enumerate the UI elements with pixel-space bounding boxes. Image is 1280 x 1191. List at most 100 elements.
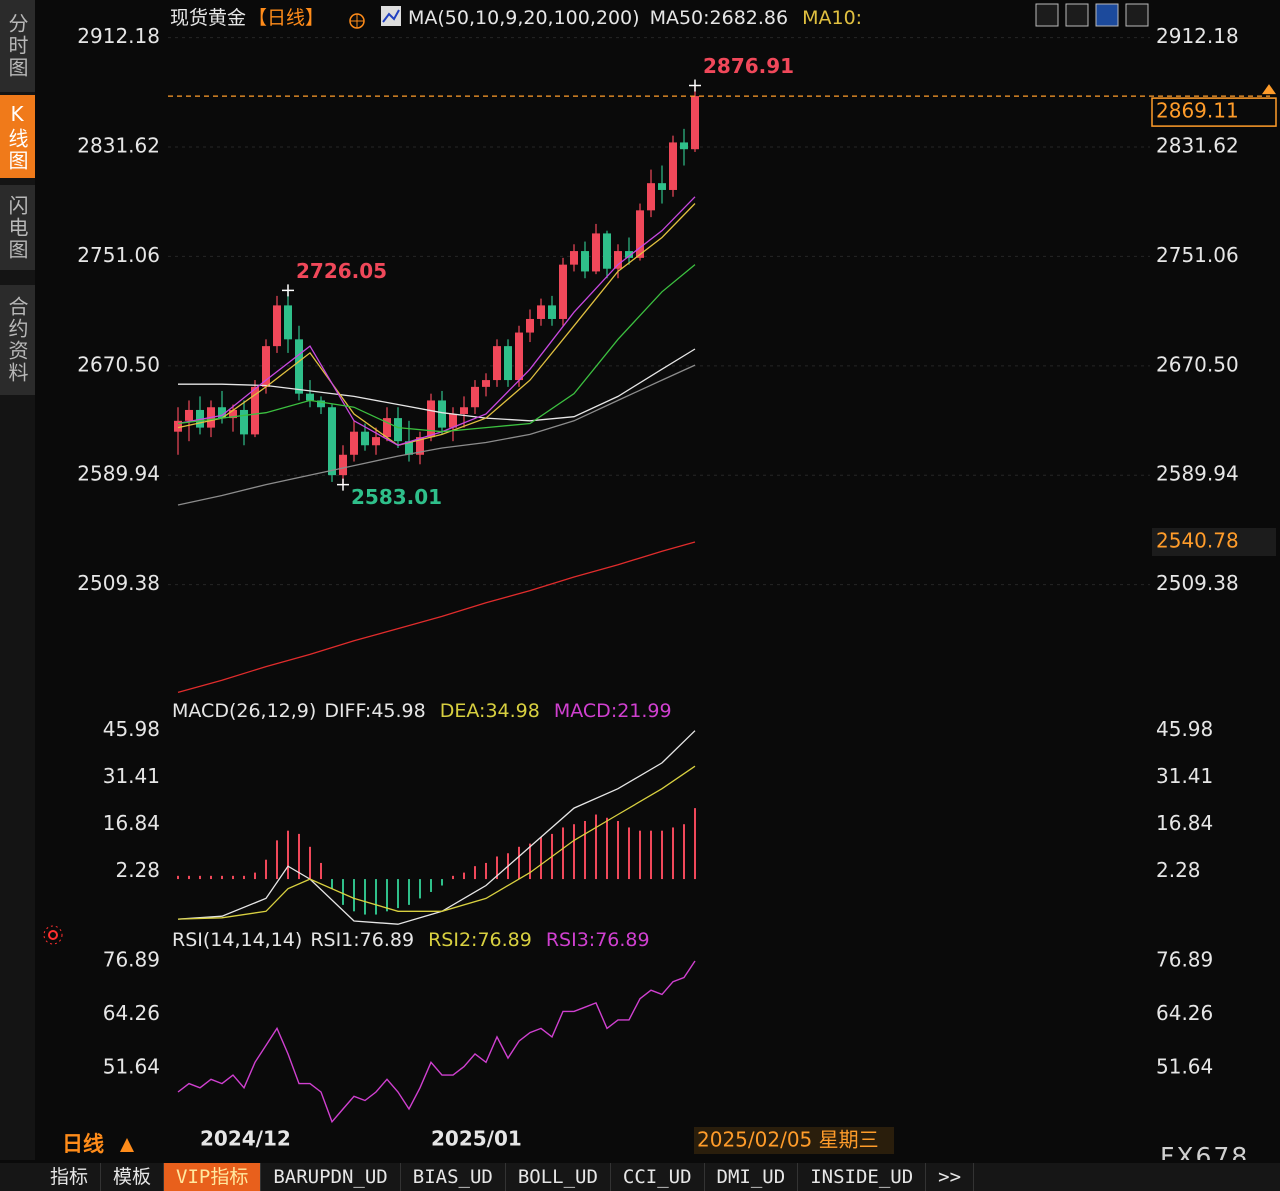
- candle-body: [350, 431, 358, 455]
- macd-bar: [628, 827, 630, 880]
- macd-bar: [639, 830, 641, 880]
- y-tick-label: 76.89: [1156, 947, 1213, 971]
- candle-body: [361, 431, 369, 446]
- candle-body: [416, 437, 424, 455]
- tool-icon[interactable]: [1065, 3, 1089, 27]
- macd-bar: [243, 875, 245, 880]
- tab[interactable]: >>: [926, 1163, 975, 1191]
- legend-value: 2682.86: [710, 7, 789, 29]
- candle-body: [284, 305, 292, 340]
- period-arrow[interactable]: [120, 1138, 134, 1152]
- legend-label: MACD:: [554, 700, 617, 722]
- tab[interactable]: 模板: [101, 1163, 165, 1191]
- tab[interactable]: INSIDE_UD: [798, 1163, 927, 1191]
- y-tick-label: 45.98: [103, 717, 160, 741]
- macd-bar: [364, 879, 366, 915]
- macd-bar: [650, 830, 652, 880]
- legend-label: RSI3:: [546, 929, 595, 951]
- macd-bar: [463, 872, 465, 880]
- y-tick-label: 76.89: [103, 947, 160, 971]
- last-price-arrow: [1262, 84, 1276, 95]
- candle-body: [339, 454, 347, 476]
- candle-body: [218, 407, 226, 419]
- ma-line: [177, 264, 696, 433]
- y-tick-label: 64.26: [1156, 1001, 1213, 1025]
- toolbar-icons: [1035, 3, 1149, 27]
- tab[interactable]: DMI_UD: [705, 1163, 799, 1191]
- macd-bar: [606, 817, 608, 880]
- macd-bar: [617, 821, 619, 880]
- tab[interactable]: VIP指标: [164, 1163, 262, 1191]
- tool-icon[interactable]: [1035, 3, 1059, 27]
- candle-body: [647, 183, 655, 211]
- cursor-date: 2025/02/05 星期三: [697, 1128, 879, 1152]
- tab[interactable]: BARUPDN_UD: [261, 1163, 401, 1191]
- macd-bar: [573, 824, 575, 880]
- alert-icon: [48, 930, 58, 940]
- candle-body: [273, 305, 281, 347]
- indicator-icon: [382, 9, 400, 23]
- tool-icon[interactable]: [1095, 3, 1119, 27]
- y-tick-label: 64.26: [103, 1001, 160, 1025]
- sidebar-tab[interactable]: 合约资料: [0, 285, 35, 395]
- price-tag-box: [1152, 527, 1276, 556]
- legend-value: 76.89: [595, 929, 649, 951]
- candle-body: [262, 346, 270, 387]
- rsi-line: [177, 960, 696, 1124]
- macd-bar: [661, 830, 663, 880]
- instrument-title: 现货黄金: [170, 7, 246, 29]
- extreme-label: 2876.91: [703, 54, 794, 78]
- macd-bar: [199, 875, 201, 880]
- candle-body: [658, 183, 666, 190]
- last-price-label: 2869.11: [1156, 99, 1239, 123]
- tab[interactable]: 指标: [38, 1163, 102, 1191]
- macd-bar: [265, 859, 267, 880]
- legend-label: MA10:: [802, 7, 862, 29]
- candle-body: [394, 418, 402, 442]
- macd-line: [177, 765, 696, 920]
- macd-bar: [188, 875, 190, 880]
- macd-bar: [419, 879, 421, 899]
- candle-body: [504, 346, 512, 381]
- y-tick-label: 2509.38: [77, 571, 160, 595]
- candle-body: [295, 339, 303, 394]
- sidebar-tab[interactable]: 分时图: [0, 0, 35, 92]
- indicator-title: MA(50,10,9,20,100,200): [408, 7, 640, 29]
- candle-body: [328, 407, 336, 476]
- candle-body: [691, 96, 699, 150]
- tab[interactable]: CCI_UD: [611, 1163, 705, 1191]
- cursor-date-box: [694, 1127, 894, 1154]
- y-tick-label: 31.41: [103, 764, 160, 788]
- candle-body: [306, 393, 314, 401]
- y-tick-label: 2509.38: [1156, 571, 1239, 595]
- ma-line: [177, 364, 696, 506]
- macd-bar: [540, 837, 542, 880]
- macd-bar: [485, 862, 487, 880]
- alert-icon: [43, 925, 63, 945]
- y-tick-label: 2912.18: [77, 24, 160, 48]
- tool-icon[interactable]: [1125, 3, 1149, 27]
- macd-bar: [276, 840, 278, 880]
- candle-body: [636, 210, 644, 258]
- macd-bar: [375, 879, 377, 915]
- macd-bar: [397, 879, 399, 909]
- y-tick-label: 45.98: [1156, 717, 1213, 741]
- alert-icon[interactable]: [43, 925, 63, 945]
- period-footer[interactable]: 日线: [62, 1132, 104, 1156]
- candle-body: [229, 409, 237, 419]
- y-tick-label: 2589.94: [77, 462, 160, 486]
- macd-bar: [496, 856, 498, 880]
- legend-label: DIFF:: [324, 700, 371, 722]
- tab[interactable]: BOLL_UD: [506, 1163, 611, 1191]
- candle-body: [669, 142, 677, 190]
- sidebar-tab[interactable]: K线图: [0, 95, 35, 178]
- candle-body: [251, 386, 259, 435]
- y-tick-label: 2670.50: [1156, 352, 1239, 376]
- tab[interactable]: BIAS_UD: [401, 1163, 506, 1191]
- extreme-label: 2726.05: [296, 259, 387, 283]
- macd-bar: [320, 862, 322, 880]
- sidebar-tab[interactable]: 闪电图: [0, 185, 35, 270]
- ma-line: [177, 203, 696, 447]
- macd-bar: [353, 879, 355, 912]
